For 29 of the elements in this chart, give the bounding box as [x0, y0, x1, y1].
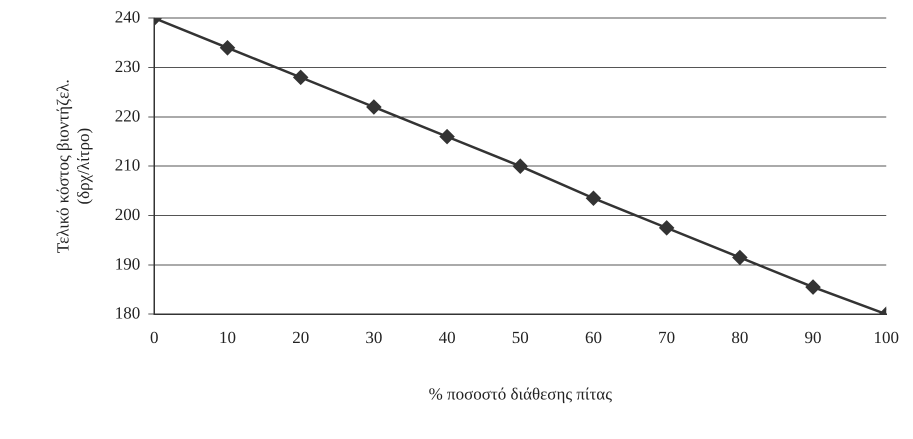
x-tick-label: 100	[874, 328, 899, 347]
x-tick-label: 40	[438, 328, 456, 347]
x-tick-label: 30	[365, 328, 382, 347]
y-tick-label: 180	[114, 304, 140, 323]
point	[513, 158, 528, 174]
x-tick-label: 70	[658, 328, 676, 347]
x-tick-label: 80	[731, 328, 748, 347]
point	[220, 40, 235, 56]
x-tick-label: 0	[150, 328, 159, 347]
point	[659, 220, 674, 236]
x-tick-label: 90	[804, 328, 822, 347]
point	[586, 191, 601, 206]
point	[293, 70, 308, 85]
point	[806, 280, 820, 294]
x-axis-title: % ποσοστό διάθεσης πίτας	[428, 384, 612, 404]
y-tick-label: 230	[114, 57, 140, 76]
point	[366, 100, 382, 114]
x-tick-label: 10	[218, 328, 236, 347]
x-tick-label: 50	[512, 328, 529, 347]
y-axis-title: Τελικό κόστος βιοντήζελ. (δρχ/λίτρο)	[54, 79, 94, 254]
point	[440, 129, 454, 144]
point	[732, 250, 748, 265]
y-tick-label: 240	[114, 8, 140, 27]
y-tick-label: 190	[114, 254, 140, 274]
y-tick-label: 210	[114, 156, 140, 175]
x-tick-label: 60	[584, 328, 602, 347]
y-tick-label: 220	[114, 106, 140, 126]
y-tick-label: 200	[114, 205, 140, 224]
x-tick-label: 20	[292, 328, 310, 347]
